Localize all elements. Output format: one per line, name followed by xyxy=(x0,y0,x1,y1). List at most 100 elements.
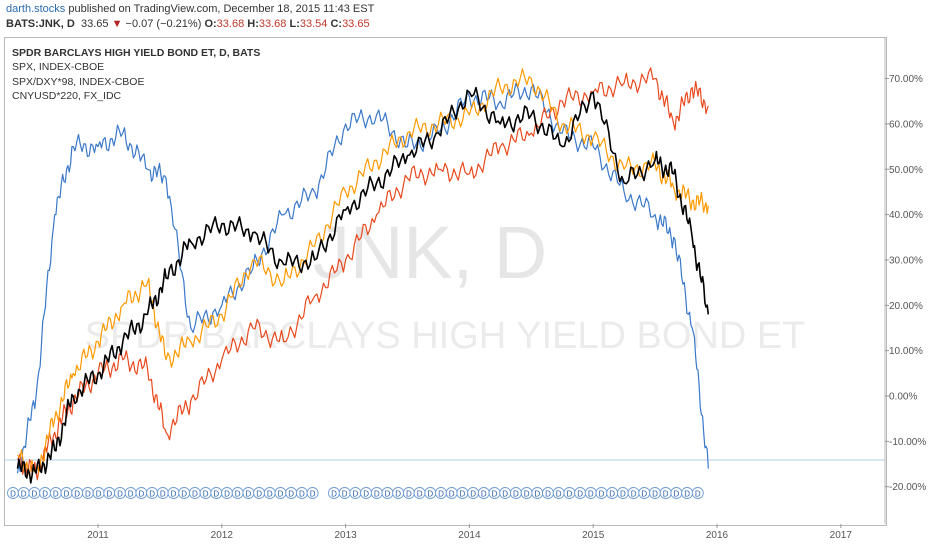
svg-text:D: D xyxy=(663,490,669,499)
svg-text:D: D xyxy=(267,490,273,499)
svg-text:D: D xyxy=(235,490,241,499)
publish-info: published on TradingView.com, December 1… xyxy=(68,3,375,15)
series-spx-dxy[interactable] xyxy=(17,67,709,481)
dividend-marker[interactable]: D xyxy=(146,487,159,499)
x-tick-label: 2013 xyxy=(334,530,357,541)
author-link[interactable]: darth.stocks xyxy=(6,3,66,15)
svg-text:D: D xyxy=(674,490,680,499)
dividend-marker[interactable]: D xyxy=(39,487,52,499)
dividend-marker[interactable]: D xyxy=(285,487,298,499)
dividend-marker[interactable]: D xyxy=(616,487,629,499)
dividend-marker[interactable]: D xyxy=(499,487,512,499)
dividend-marker[interactable]: D xyxy=(659,487,672,499)
dividend-marker[interactable]: D xyxy=(274,487,287,499)
dividend-marker[interactable]: D xyxy=(520,487,533,499)
svg-text:D: D xyxy=(42,490,48,499)
dividend-marker[interactable]: D xyxy=(242,487,255,499)
dividend-marker[interactable]: D xyxy=(167,487,180,499)
dividend-marker[interactable]: D xyxy=(691,487,704,499)
dividend-marker[interactable]: D xyxy=(381,487,394,499)
dividend-marker[interactable]: D xyxy=(263,487,276,499)
dividend-marker[interactable]: D xyxy=(199,487,212,499)
y-tick-label: 30.00% xyxy=(889,255,923,266)
svg-text:D: D xyxy=(502,490,508,499)
dividend-marker[interactable]: D xyxy=(124,487,137,499)
dividend-marker[interactable]: D xyxy=(584,487,597,499)
dividend-marker[interactable]: D xyxy=(114,487,126,499)
dividend-marker[interactable]: D xyxy=(542,487,554,499)
symbol-label: BATS:JNK, D xyxy=(6,18,75,30)
dividend-marker[interactable]: D xyxy=(509,487,522,499)
dividend-marker[interactable]: D xyxy=(28,487,41,499)
svg-text:D: D xyxy=(246,490,252,499)
dividend-marker[interactable]: D xyxy=(638,487,651,499)
dividend-marker[interactable]: D xyxy=(552,487,565,499)
publish-line: darth.stocks published on TradingView.co… xyxy=(6,2,374,17)
dividend-marker[interactable]: D xyxy=(670,487,683,499)
dividend-marker[interactable]: D xyxy=(103,487,116,499)
dividend-marker[interactable]: D xyxy=(349,487,362,499)
dividend-marker[interactable]: D xyxy=(563,487,576,499)
dividend-marker[interactable]: D xyxy=(253,487,266,499)
dividend-marker[interactable]: D xyxy=(221,487,233,499)
dividend-marker[interactable]: D xyxy=(306,487,319,499)
dividend-marker[interactable]: D xyxy=(81,487,94,499)
series-cnyusd[interactable] xyxy=(16,82,709,474)
svg-text:D: D xyxy=(481,490,487,499)
high-value: 33.68 xyxy=(258,18,287,30)
dividend-marker[interactable]: D xyxy=(49,487,62,499)
dividend-marker[interactable]: D xyxy=(370,487,383,499)
dividend-marker[interactable]: D xyxy=(17,487,30,499)
dividend-marker[interactable]: D xyxy=(360,487,373,499)
svg-text:D: D xyxy=(106,490,112,499)
dividend-marker[interactable]: D xyxy=(402,487,415,499)
dividend-marker[interactable]: D xyxy=(424,487,437,499)
dividend-marker[interactable]: D xyxy=(156,487,169,499)
dividend-marker[interactable]: D xyxy=(60,487,73,499)
dividend-marker[interactable]: D xyxy=(488,487,501,499)
svg-text:D: D xyxy=(181,490,187,499)
legend-item-cnyusd[interactable]: CNYUSD*220, FX_IDC xyxy=(12,90,122,103)
dividend-marker[interactable]: D xyxy=(392,487,405,499)
dividend-marker[interactable]: D xyxy=(606,487,619,499)
dividend-marker[interactable]: D xyxy=(71,487,84,499)
dividend-marker[interactable]: D xyxy=(338,487,351,499)
series-jnk[interactable] xyxy=(16,86,710,484)
dividend-marker[interactable]: D xyxy=(574,487,587,499)
dividend-marker[interactable]: D xyxy=(445,487,458,499)
dividend-marker[interactable]: D xyxy=(231,487,244,499)
dividend-marker[interactable]: D xyxy=(328,487,340,499)
dividend-marker[interactable]: D xyxy=(531,487,544,499)
dividend-marker[interactable]: D xyxy=(456,487,469,499)
legend-item-spx[interactable]: SPX, INDEX-CBOE xyxy=(12,61,105,74)
y-tick-label: 20.00% xyxy=(889,301,923,312)
svg-text:D: D xyxy=(417,490,423,499)
series-spx[interactable] xyxy=(17,68,709,477)
dividend-marker[interactable]: D xyxy=(681,487,694,499)
x-tick-label: 2017 xyxy=(830,530,853,541)
svg-text:D: D xyxy=(588,490,594,499)
svg-text:D: D xyxy=(556,490,562,499)
dividend-marker[interactable]: D xyxy=(595,487,608,499)
svg-text:D: D xyxy=(139,490,145,499)
dividend-marker[interactable]: D xyxy=(413,487,426,499)
watermark-name: SPDR BARCLAYS HIGH YIELD BOND ET xyxy=(85,315,806,357)
dividend-marker[interactable]: D xyxy=(435,487,447,499)
dividend-marker[interactable]: D xyxy=(467,487,480,499)
svg-text:D: D xyxy=(438,490,444,499)
dividend-marker[interactable]: D xyxy=(210,487,223,499)
svg-text:D: D xyxy=(64,490,70,499)
dividend-marker[interactable]: D xyxy=(295,487,308,499)
dividend-marker[interactable]: D xyxy=(627,487,640,499)
dividend-marker[interactable]: D xyxy=(135,487,148,499)
dividend-marker[interactable]: D xyxy=(7,487,19,499)
dividend-marker[interactable]: D xyxy=(92,487,105,499)
dividend-marker[interactable]: D xyxy=(188,487,201,499)
change-value: −0.07 (−0.21%) xyxy=(125,18,202,30)
dividend-marker[interactable]: D xyxy=(649,487,661,499)
dividend-marker[interactable]: D xyxy=(477,487,490,499)
legend-item-spx-dxy[interactable]: SPX/DXY*98, INDEX-CBOE xyxy=(12,75,145,88)
svg-text:D: D xyxy=(684,490,690,499)
dividend-marker[interactable]: D xyxy=(178,487,191,499)
